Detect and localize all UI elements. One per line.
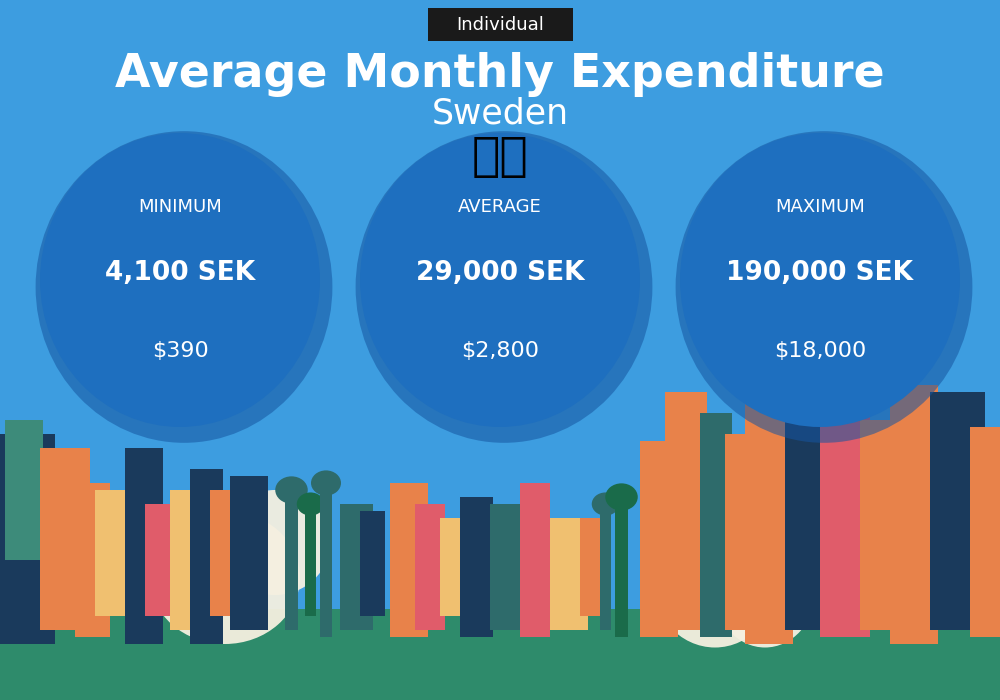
FancyBboxPatch shape	[440, 518, 465, 616]
FancyBboxPatch shape	[460, 497, 493, 637]
Ellipse shape	[275, 476, 308, 504]
FancyBboxPatch shape	[340, 504, 373, 630]
Text: 190,000 SEK: 190,000 SEK	[726, 260, 914, 286]
Text: Individual: Individual	[456, 15, 544, 34]
FancyBboxPatch shape	[930, 392, 985, 630]
FancyBboxPatch shape	[428, 8, 572, 41]
FancyBboxPatch shape	[665, 392, 707, 630]
FancyBboxPatch shape	[490, 504, 528, 630]
Ellipse shape	[650, 500, 780, 648]
Text: Sweden: Sweden	[431, 97, 569, 130]
Ellipse shape	[40, 133, 320, 427]
FancyBboxPatch shape	[890, 385, 938, 644]
FancyBboxPatch shape	[700, 413, 732, 637]
Ellipse shape	[220, 490, 330, 595]
FancyBboxPatch shape	[820, 413, 870, 637]
Text: $18,000: $18,000	[774, 341, 866, 360]
Text: 🇸🇪: 🇸🇪	[472, 135, 528, 180]
FancyBboxPatch shape	[745, 385, 793, 644]
FancyBboxPatch shape	[520, 483, 550, 637]
FancyBboxPatch shape	[170, 490, 203, 630]
Text: $2,800: $2,800	[461, 341, 539, 360]
FancyBboxPatch shape	[785, 392, 823, 630]
FancyBboxPatch shape	[210, 490, 238, 616]
Text: $390: $390	[152, 341, 208, 360]
FancyBboxPatch shape	[640, 441, 678, 637]
FancyBboxPatch shape	[5, 420, 43, 560]
FancyBboxPatch shape	[190, 469, 223, 644]
FancyBboxPatch shape	[95, 490, 143, 616]
FancyBboxPatch shape	[415, 504, 445, 630]
Text: Average Monthly Expenditure: Average Monthly Expenditure	[115, 52, 885, 97]
Ellipse shape	[36, 131, 332, 443]
Ellipse shape	[150, 511, 300, 644]
FancyBboxPatch shape	[580, 518, 608, 616]
FancyBboxPatch shape	[600, 504, 611, 630]
Ellipse shape	[605, 483, 638, 511]
Ellipse shape	[356, 131, 652, 443]
FancyBboxPatch shape	[360, 511, 385, 616]
FancyBboxPatch shape	[725, 434, 753, 630]
Ellipse shape	[360, 133, 640, 427]
FancyBboxPatch shape	[305, 504, 316, 616]
Text: MINIMUM: MINIMUM	[138, 197, 222, 216]
Ellipse shape	[592, 493, 619, 515]
FancyBboxPatch shape	[40, 448, 90, 630]
FancyBboxPatch shape	[0, 434, 55, 644]
Text: 4,100 SEK: 4,100 SEK	[105, 260, 255, 286]
FancyBboxPatch shape	[615, 497, 628, 637]
FancyBboxPatch shape	[390, 483, 428, 637]
Ellipse shape	[297, 493, 324, 515]
FancyBboxPatch shape	[230, 476, 268, 630]
FancyBboxPatch shape	[75, 483, 110, 637]
Ellipse shape	[676, 131, 972, 443]
Text: 29,000 SEK: 29,000 SEK	[416, 260, 584, 286]
FancyBboxPatch shape	[320, 483, 332, 637]
FancyBboxPatch shape	[145, 504, 183, 616]
FancyBboxPatch shape	[550, 518, 588, 630]
FancyBboxPatch shape	[125, 448, 163, 644]
Ellipse shape	[715, 536, 815, 648]
FancyBboxPatch shape	[0, 609, 1000, 700]
FancyBboxPatch shape	[860, 420, 898, 630]
FancyBboxPatch shape	[285, 490, 298, 630]
Text: AVERAGE: AVERAGE	[458, 197, 542, 216]
Ellipse shape	[311, 470, 341, 496]
FancyBboxPatch shape	[970, 427, 1000, 637]
Ellipse shape	[680, 133, 960, 427]
Text: MAXIMUM: MAXIMUM	[775, 197, 865, 216]
